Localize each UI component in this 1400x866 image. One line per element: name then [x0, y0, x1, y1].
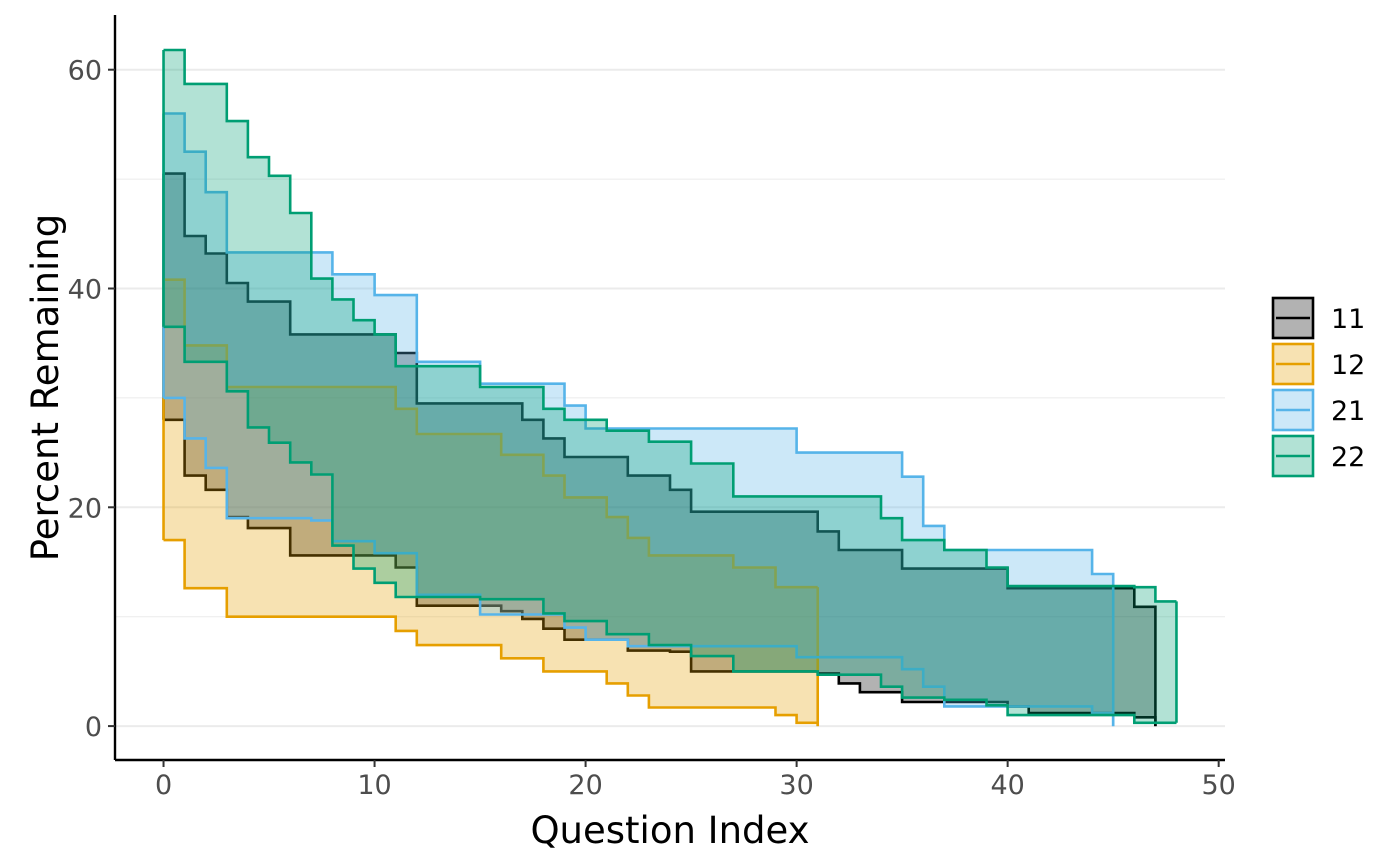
ribbon-fill-22: [163, 50, 1177, 723]
legend: 11 12 21 22: [1271, 296, 1365, 478]
y-tick-label: 60: [68, 56, 102, 87]
y-tick-label: 40: [68, 274, 102, 305]
y-tick-label: 20: [68, 493, 102, 524]
legend-item-21: 21: [1271, 388, 1365, 432]
legend-item-22: 22: [1271, 434, 1365, 478]
ribbon-fill-11: [163, 173, 1156, 727]
ribbon-upper-12: [163, 278, 818, 589]
x-tick-label: 50: [1201, 770, 1235, 801]
y-tick-label: 0: [85, 712, 102, 743]
ribbon-upper-22: [163, 48, 1177, 603]
legend-item-12: 12: [1271, 342, 1365, 386]
x-tick-label: 20: [568, 770, 602, 801]
legend-label: 11: [1331, 304, 1365, 335]
series-22-ribbon: [162, 48, 1178, 725]
x-axis-title: Question Index: [530, 809, 809, 852]
ribbon-upper-11: [163, 172, 1157, 727]
ribbon-fill-12: [163, 279, 818, 727]
x-tick-label: 10: [357, 770, 391, 801]
ribbons: [162, 48, 1178, 727]
ribbon-lower-11: [163, 418, 1157, 727]
x-tick-label: 30: [779, 770, 813, 801]
grid: [115, 68, 1225, 728]
ribbon-fill-21: [163, 113, 1114, 727]
legend-label: 21: [1331, 396, 1365, 427]
ribbon-lower-12: [163, 538, 819, 727]
axes: 0 10 20 30 40 50 0 20 40 60: [68, 15, 1236, 801]
y-axis-title: Percent Remaining: [24, 214, 67, 561]
ribbon-lower-22: [163, 325, 1177, 725]
legend-item-11: 11: [1271, 296, 1365, 340]
legend-label: 22: [1331, 442, 1365, 473]
x-tick-label: 40: [990, 770, 1024, 801]
ribbon-upper-21: [163, 112, 1115, 727]
x-tick-label: 0: [155, 770, 172, 801]
legend-label: 12: [1331, 350, 1365, 381]
